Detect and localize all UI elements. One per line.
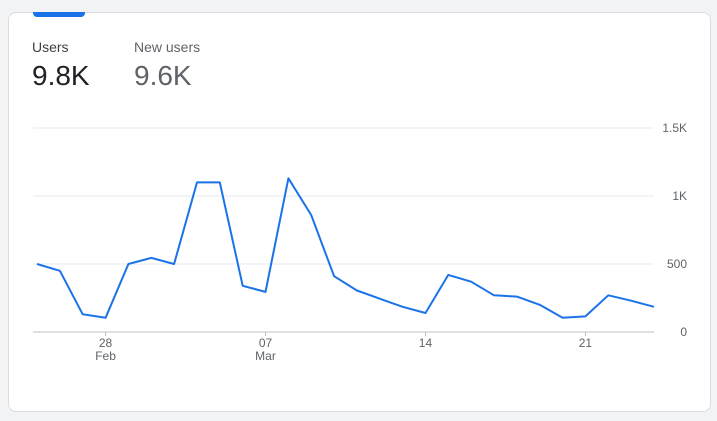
y-tick-label: 0 [680, 325, 687, 339]
metric-label: New users [134, 39, 201, 55]
y-tick-label: 500 [667, 257, 687, 271]
x-tick-label: 28 [99, 336, 113, 350]
y-tick-label: 1K [672, 189, 687, 203]
x-tick-label: 07 [259, 336, 273, 350]
metric-value: 9.8K [32, 60, 90, 91]
active-tab-indicator [33, 12, 85, 17]
metric-tab-new-users[interactable]: New users 9.6K [134, 39, 200, 93]
metric-tab-users[interactable]: Users 9.8K [32, 39, 90, 93]
x-tick-label: 14 [419, 336, 433, 350]
x-tick-month-label: Mar [255, 349, 276, 363]
series-line-users [36, 177, 655, 319]
x-tick-label: 21 [579, 336, 593, 350]
y-tick-label: 1.5K [662, 121, 687, 135]
users-overview-card: Users 9.8K New users 9.6K 1.5K 1K 500 0 28 Fe… [8, 12, 711, 412]
metric-label: Users [32, 39, 69, 55]
x-tick-month-label: Feb [95, 349, 116, 363]
metric-value: 9.6K [134, 60, 192, 91]
